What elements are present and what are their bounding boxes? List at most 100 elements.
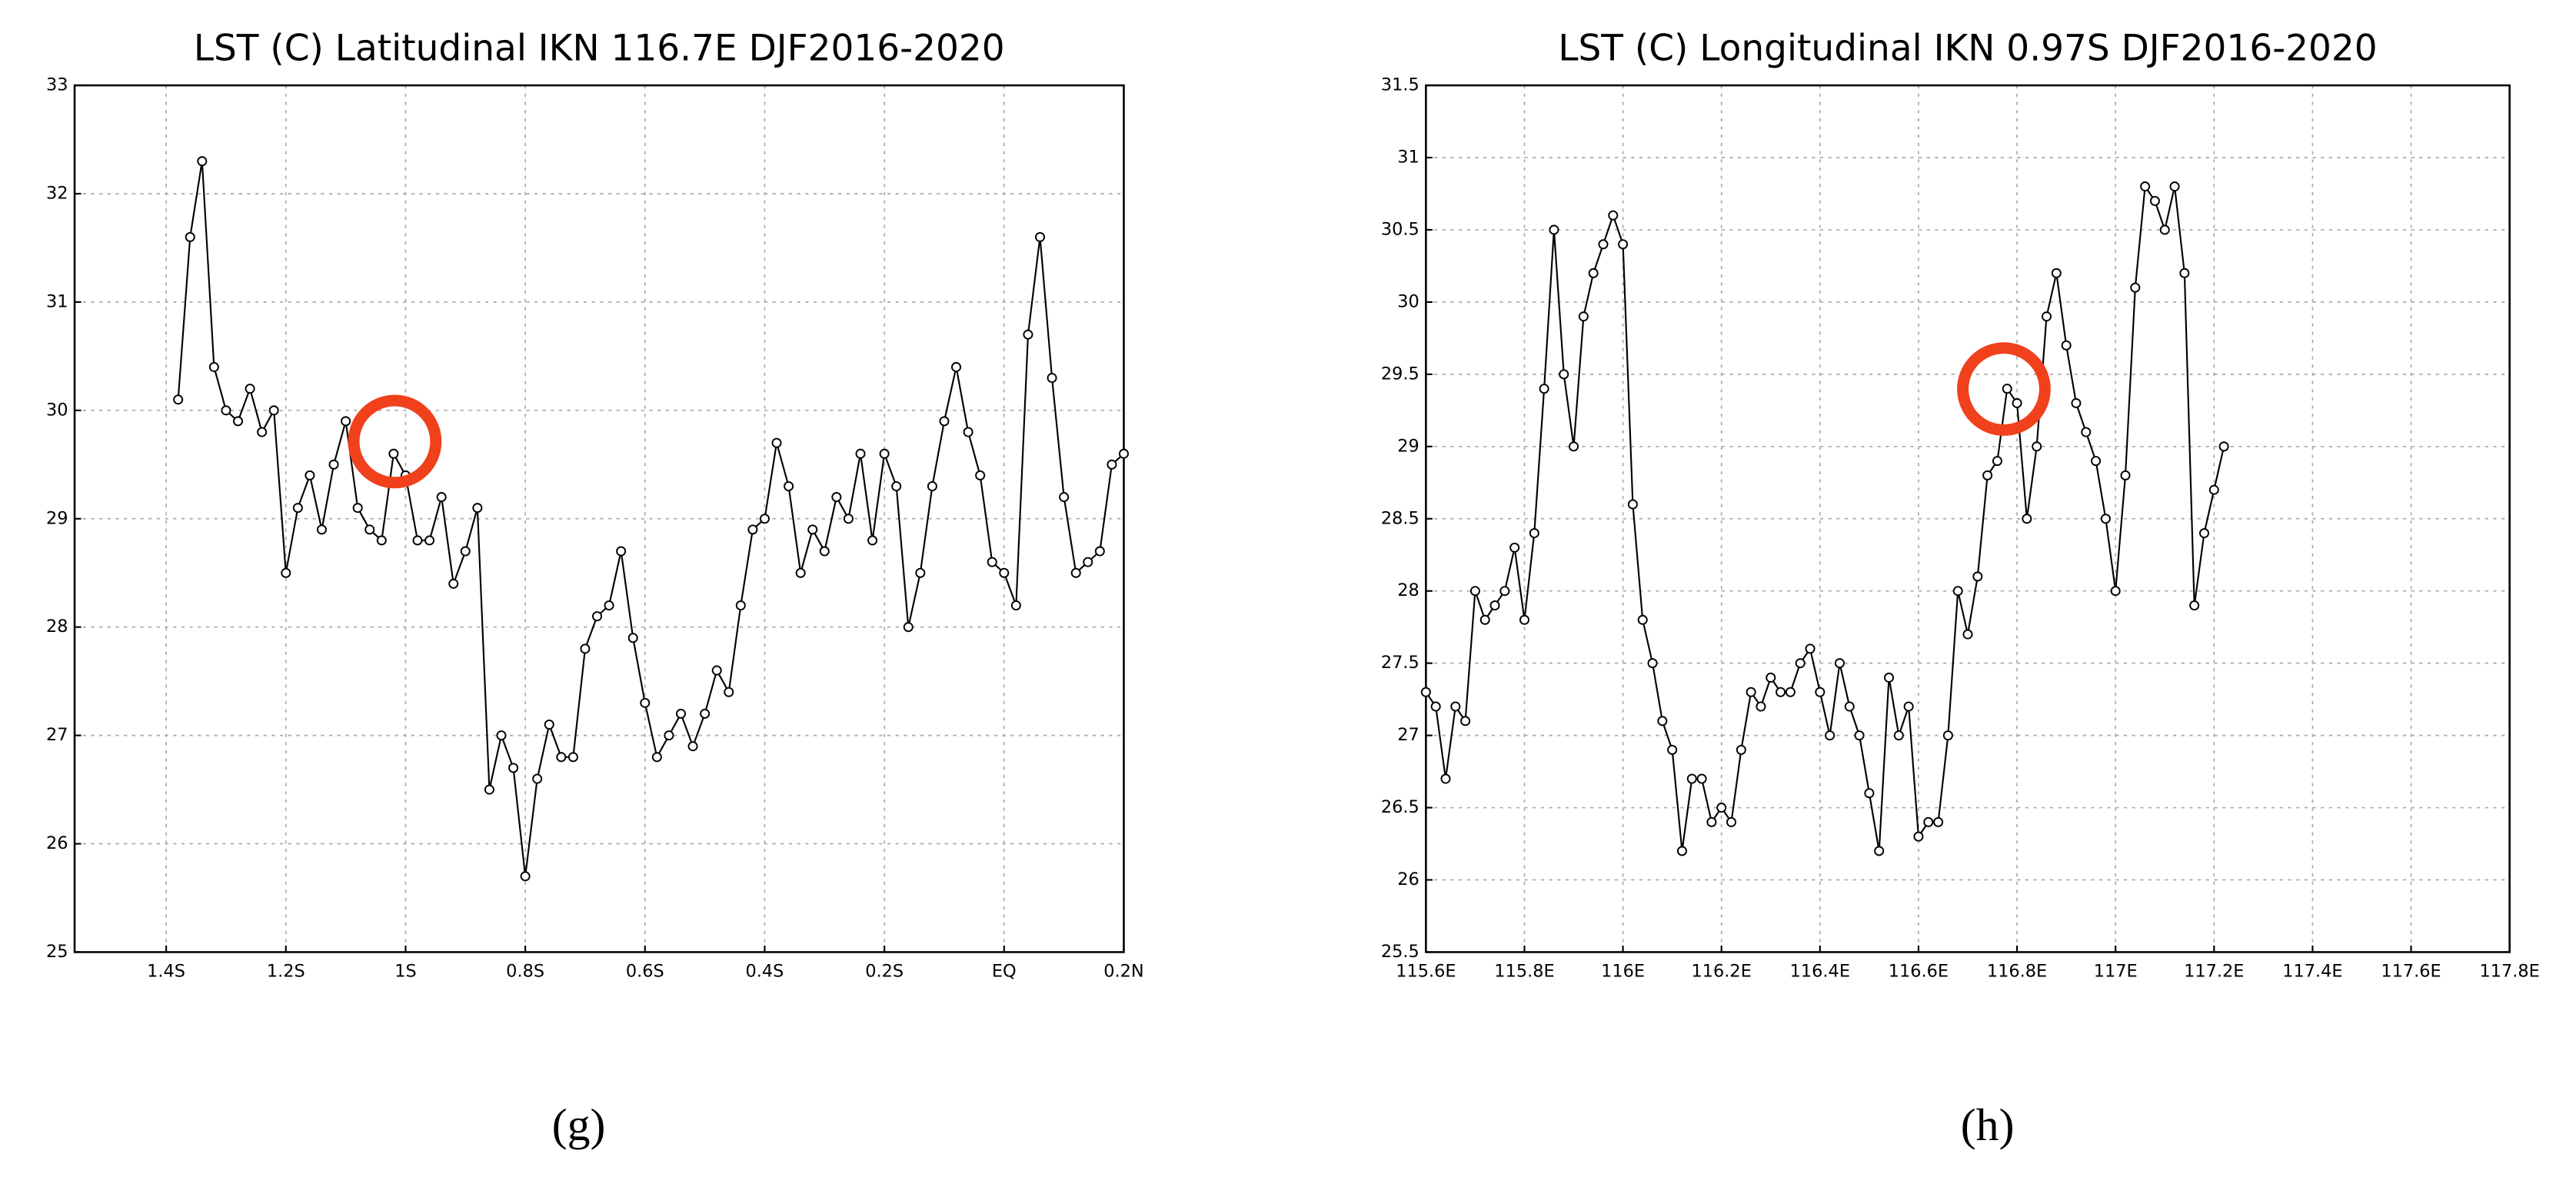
- data-point: [173, 394, 184, 405]
- y-tick-label: 26.5: [1381, 797, 1419, 817]
- data-point: [281, 567, 291, 578]
- data-point: [484, 784, 494, 795]
- data-point: [843, 514, 854, 524]
- data-point: [1893, 730, 1904, 741]
- data-point: [1933, 816, 1944, 827]
- y-tick-label: 25: [46, 942, 68, 962]
- data-point: [567, 752, 578, 763]
- data-point: [1854, 730, 1865, 741]
- data-point: [1499, 586, 1510, 597]
- x-tick-label: 116.2E: [1692, 962, 1752, 982]
- data-point: [1667, 744, 1678, 755]
- y-tick-label: 27.5: [1381, 653, 1419, 673]
- x-tick-label: 0.4S: [746, 962, 784, 982]
- y-tick-label: 25.5: [1381, 942, 1419, 962]
- data-point: [675, 708, 687, 719]
- data-point: [1618, 239, 1629, 250]
- x-tick-label: 1.2S: [267, 962, 305, 982]
- data-point: [1430, 701, 1441, 712]
- x-tick-label: 0.8S: [506, 962, 544, 982]
- y-tick-label: 28: [1397, 580, 1419, 600]
- data-point: [1696, 773, 1707, 784]
- data-point: [520, 871, 531, 882]
- data-point: [651, 752, 662, 763]
- data-point: [735, 600, 746, 611]
- data-point: [1519, 614, 1529, 625]
- caption: (h): [1961, 1099, 2015, 1150]
- y-tick-label: 32: [46, 183, 68, 203]
- data-point: [364, 524, 375, 535]
- data-point: [412, 535, 423, 546]
- data-point: [1864, 788, 1875, 799]
- data-point: [592, 611, 603, 622]
- data-point: [2189, 600, 2200, 611]
- data-point: [819, 546, 830, 557]
- data-point: [664, 730, 674, 741]
- chart-title: LST (C) Latitudinal IKN 116.7E DJF2016-2…: [194, 28, 1005, 70]
- data-point: [388, 448, 399, 459]
- data-point: [1118, 448, 1129, 459]
- y-tick-label: 31: [46, 291, 68, 311]
- data-point: [544, 720, 554, 730]
- data-point: [1776, 687, 1786, 697]
- x-tick-label: 117.6E: [2381, 962, 2441, 982]
- data-point: [1094, 546, 1105, 557]
- data-point: [1913, 831, 1924, 842]
- x-tick-label: 0.6S: [626, 962, 664, 982]
- data-point: [292, 503, 303, 514]
- x-tick-label: 116E: [1601, 962, 1645, 982]
- data-point: [556, 752, 567, 763]
- data-point: [341, 416, 351, 427]
- data-point: [1627, 499, 1638, 510]
- data-point: [1450, 701, 1461, 712]
- data-point: [795, 567, 806, 578]
- data-point: [376, 535, 387, 546]
- data-point: [2218, 441, 2229, 452]
- x-tick-label: 117.4E: [2282, 962, 2342, 982]
- data-point: [700, 708, 711, 719]
- data-point: [963, 427, 973, 437]
- data-point: [268, 405, 279, 416]
- data-point: [1010, 600, 1021, 611]
- data-point: [1992, 456, 2002, 467]
- data-point: [1716, 803, 1727, 813]
- data-point: [1608, 210, 1619, 221]
- data-point: [2032, 441, 2042, 452]
- data-point: [771, 437, 782, 448]
- data-point: [448, 578, 459, 589]
- y-tick-label: 29.5: [1381, 364, 1419, 384]
- x-tick-label: 117E: [2094, 962, 2138, 982]
- y-tick-label: 29: [1397, 436, 1419, 456]
- data-point: [1047, 373, 1057, 384]
- y-tick-label: 28: [46, 617, 68, 637]
- data-point: [855, 448, 866, 459]
- y-tick-label: 27: [46, 725, 68, 745]
- data-point: [867, 535, 878, 546]
- data-point: [1059, 492, 1070, 503]
- y-tick-label: 27: [1397, 725, 1419, 745]
- data-point: [2100, 514, 2111, 524]
- data-point: [1598, 239, 1609, 250]
- y-tick-label: 30: [46, 400, 68, 420]
- data-point: [1874, 846, 1885, 856]
- data-point: [1107, 459, 1117, 470]
- data-point: [759, 514, 770, 524]
- y-tick-label: 30: [1397, 291, 1419, 311]
- data-point: [831, 492, 842, 503]
- y-tick-label: 26: [46, 833, 68, 853]
- data-point: [2061, 340, 2072, 351]
- data-point: [1479, 614, 1490, 625]
- highlight-circle: [1957, 342, 2051, 436]
- data-point: [1460, 716, 1471, 726]
- y-tick-label: 31.5: [1381, 75, 1419, 95]
- y-tick-label: 31: [1397, 147, 1419, 167]
- data-point: [1559, 369, 1569, 380]
- data-point: [915, 567, 926, 578]
- data-point: [1023, 329, 1033, 340]
- data-point: [1569, 441, 1579, 452]
- data-point: [221, 405, 231, 416]
- y-tick-label: 26: [1397, 869, 1419, 889]
- data-point: [1736, 744, 1746, 755]
- data-point: [1952, 586, 1963, 597]
